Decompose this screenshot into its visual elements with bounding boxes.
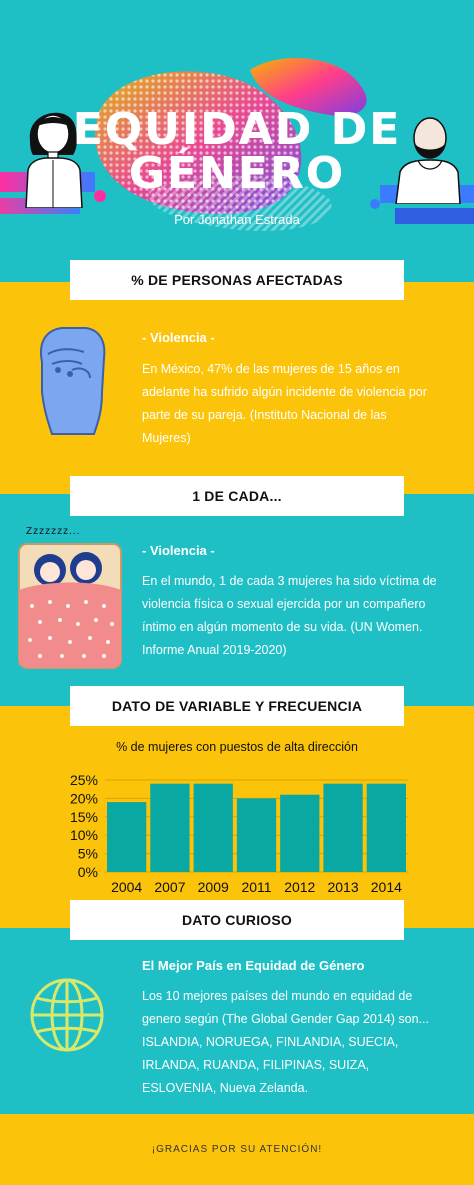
chart-bar	[107, 802, 147, 872]
x-tick-label: 2012	[284, 879, 315, 895]
section4-text: Los 10 mejores países del mundo en equid…	[142, 989, 429, 1095]
sleep-text: Zzzzzzz...	[26, 526, 81, 537]
chart-bar	[323, 783, 363, 872]
y-tick-label: 10%	[70, 827, 98, 843]
chart-title: % de mujeres con puestos de alta direcci…	[116, 740, 358, 754]
x-tick-label: 2004	[111, 879, 142, 895]
x-tick-label: 2013	[327, 879, 358, 895]
woman-illustration-icon	[25, 112, 83, 208]
section2-text: En el mundo, 1 de cada 3 mujeres ha sido…	[142, 574, 437, 657]
chart-bar	[280, 794, 320, 872]
bar-chart: 0% 5% 10% 15% 20% 25% 2004 2007 2009 2011 2012 2013…	[70, 772, 408, 895]
chart-bar	[366, 783, 406, 872]
page-title-line2: GÉNERO	[128, 148, 346, 199]
couple-in-bed-icon	[18, 543, 122, 669]
raised-fist-icon	[40, 327, 106, 435]
section3-heading: DATO DE VARIABLE Y FRECUENCIA	[70, 686, 404, 726]
y-tick-label: 25%	[70, 772, 98, 788]
section1-text: En México, 47% de las mujeres de 15 años…	[142, 362, 427, 445]
section1-subtitle: - Violencia -	[142, 330, 215, 345]
globe-icon	[30, 978, 104, 1052]
section2-subtitle: - Violencia -	[142, 543, 215, 558]
y-tick-label: 5%	[78, 846, 98, 862]
footer-band	[0, 1114, 474, 1185]
x-tick-label: 2007	[154, 879, 185, 895]
section4-subtitle: El Mejor País en Equidad de Género	[142, 958, 365, 973]
section1-heading: % DE PERSONAS AFECTADAS	[70, 260, 404, 300]
y-tick-label: 15%	[70, 809, 98, 825]
y-tick-label: 0%	[78, 864, 98, 880]
y-tick-label: 20%	[70, 790, 98, 806]
x-tick-label: 2009	[198, 879, 229, 895]
section4-heading: DATO CURIOSO	[70, 900, 404, 940]
x-tick-label: 2011	[241, 879, 271, 895]
author-label: Por Jonathan Estrada	[174, 212, 300, 227]
section2-heading: 1 DE CADA...	[70, 476, 404, 516]
chart-bar	[193, 783, 233, 872]
man-illustration-icon	[395, 117, 461, 204]
footer-text: ¡GRACIAS POR SU ATENCIÓN!	[151, 1144, 323, 1155]
chart-bar	[236, 798, 277, 872]
chart-bar	[150, 783, 190, 872]
page-title-line1: EQUIDAD DE	[72, 104, 402, 155]
section4-band	[0, 928, 474, 1114]
x-tick-label: 2014	[371, 879, 402, 895]
